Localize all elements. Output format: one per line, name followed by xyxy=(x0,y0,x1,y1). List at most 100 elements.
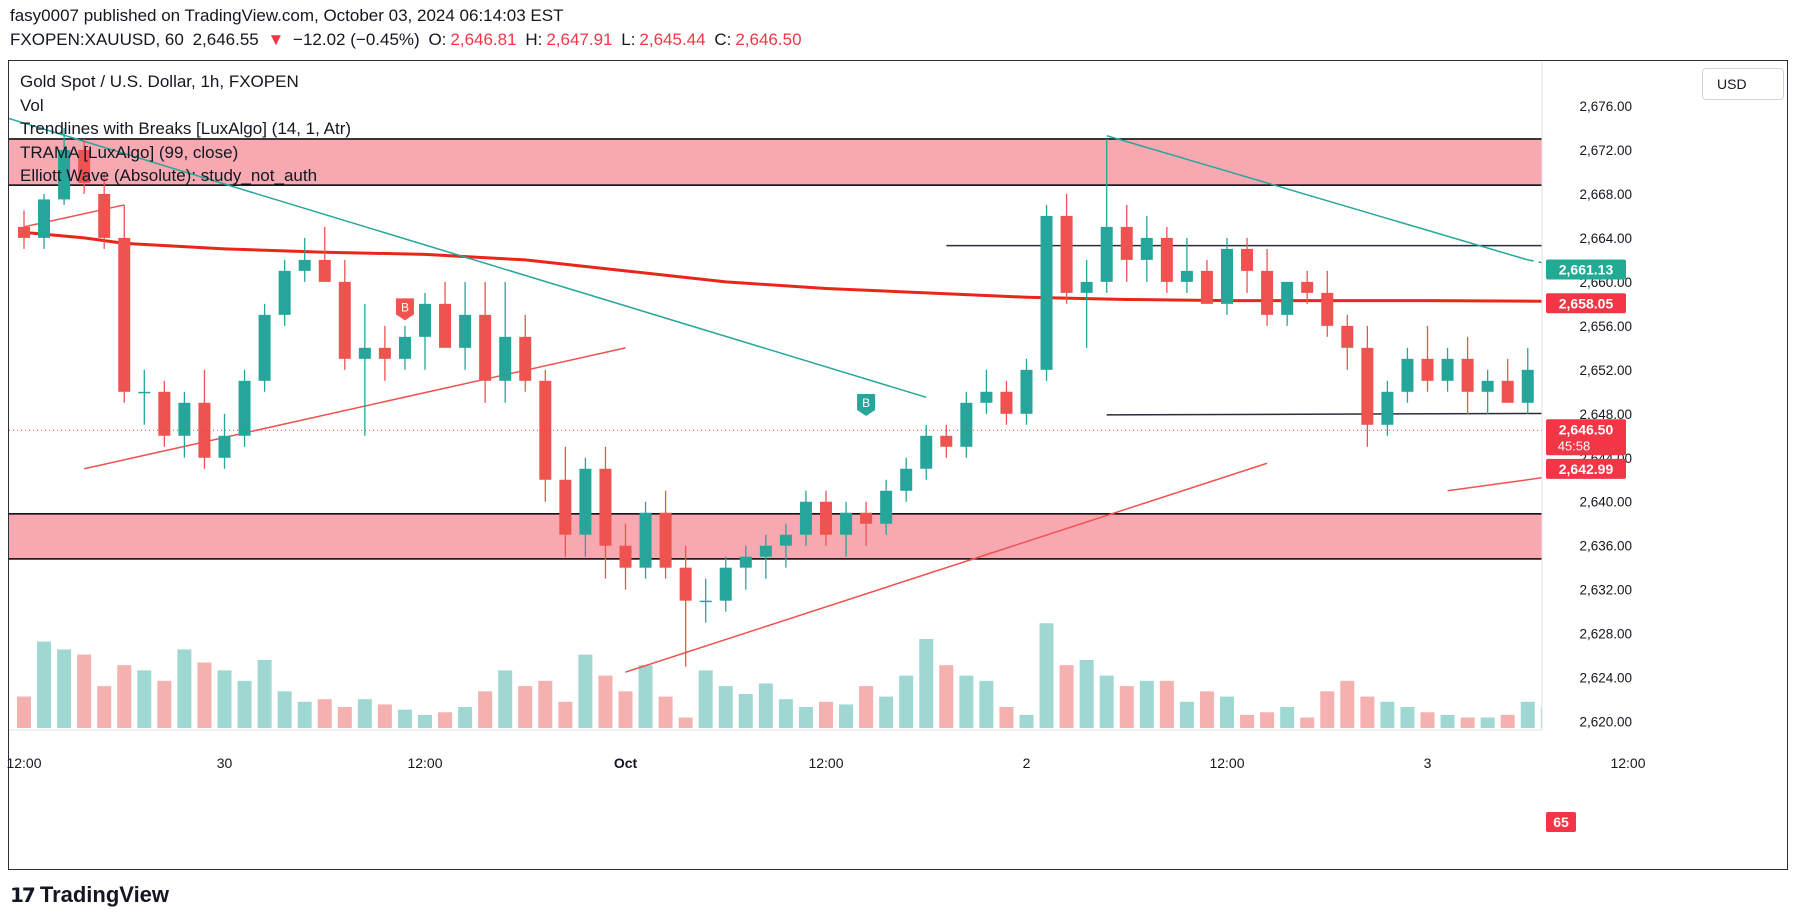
candle-body xyxy=(699,600,712,603)
trendline-up xyxy=(1447,477,1542,492)
volume-bar xyxy=(458,707,473,728)
volume-bar xyxy=(1280,707,1295,728)
volume-bar xyxy=(237,680,252,728)
volume-bar xyxy=(317,699,332,728)
y-tick-label: 2,640.00 xyxy=(1579,495,1632,510)
candle-body xyxy=(278,270,291,315)
y-tick-label: 2,672.00 xyxy=(1579,143,1632,158)
candle-body xyxy=(619,545,632,568)
candle-body xyxy=(178,402,191,436)
volume-bar xyxy=(899,675,914,728)
candle-body xyxy=(1662,326,1674,359)
volume-axis-label xyxy=(1546,812,1576,832)
volume-bar xyxy=(558,701,573,728)
volume-bar xyxy=(1079,659,1094,728)
ohlc-header: FXOPEN:XAUUSD, 60 2,646.55 ▼ −12.02 (−0.… xyxy=(10,30,806,50)
publish-info: fasy0007 published on TradingView.com, O… xyxy=(10,6,564,25)
volume-bar xyxy=(1340,680,1355,728)
candle-body xyxy=(579,468,592,535)
volume-bar xyxy=(337,707,352,728)
volume-bar xyxy=(999,707,1014,728)
x-tick-label: 30 xyxy=(217,755,233,771)
candle-body xyxy=(739,556,752,568)
candle-body xyxy=(559,479,572,535)
legend-symbol[interactable]: Gold Spot / U.S. Dollar, 1h, FXOPEN xyxy=(20,72,299,91)
x-tick-label: 12:00 xyxy=(6,755,41,771)
volume-bar xyxy=(1260,712,1275,728)
candle-body xyxy=(1481,380,1494,392)
candle-body xyxy=(719,567,732,601)
volume-bar xyxy=(277,691,292,728)
volume-bar xyxy=(738,693,753,728)
supply-demand-zone xyxy=(9,513,1542,560)
volume-bar xyxy=(1220,696,1234,728)
volume-bar xyxy=(1159,680,1174,728)
volume-bar xyxy=(1561,718,1575,728)
volume-bar xyxy=(678,717,693,728)
volume-bar xyxy=(1661,686,1675,728)
trendline-down xyxy=(1106,134,1528,261)
candle-body xyxy=(599,468,612,546)
legend-trama[interactable]: TRAMA [LuxAlgo] (99, close) xyxy=(20,142,239,162)
support-resistance xyxy=(1106,412,1542,416)
legend-elliott[interactable]: Elliott Wave (Absolute): study_not_auth xyxy=(20,166,318,185)
candle-body xyxy=(820,501,832,535)
break-marker xyxy=(395,298,414,321)
volume-bar xyxy=(1500,714,1515,728)
high-label: H: xyxy=(525,30,543,49)
volume-bar xyxy=(397,709,412,728)
volume-bar xyxy=(1019,714,1034,728)
volume-bar xyxy=(578,654,593,728)
candle-body xyxy=(138,391,151,394)
indicator-legend: Gold Spot / U.S. Dollar, 1h, FXOPEN Vol … xyxy=(20,70,351,188)
candle-body xyxy=(980,391,993,403)
volume-bar xyxy=(1520,701,1535,728)
candle-body xyxy=(1100,226,1113,282)
close-value: 2,646.50 xyxy=(735,30,802,49)
legend-volume[interactable]: Vol xyxy=(20,95,44,115)
price-axis-label-text: 2,646.50 xyxy=(1559,421,1614,437)
volume-bar xyxy=(1360,696,1375,728)
x-tick-label: 12:00 xyxy=(1610,755,1645,771)
candle-body xyxy=(218,435,231,458)
candle-body xyxy=(799,501,812,535)
volume-bar xyxy=(859,686,874,728)
trendline-down xyxy=(9,117,927,399)
tradingview-logo[interactable]: 𝟭𝟳 TradingView xyxy=(10,882,169,908)
volume-bar xyxy=(177,649,192,728)
volume-bar xyxy=(37,641,52,728)
candle-body xyxy=(1120,226,1133,260)
volume-bar xyxy=(137,670,152,728)
volume-bar xyxy=(618,691,633,728)
open-value: 2,646.81 xyxy=(450,30,517,49)
chart-frame xyxy=(8,60,1788,870)
volume-bar xyxy=(77,654,92,728)
volume-bar xyxy=(97,686,112,728)
symbol-label: FXOPEN:XAUUSD, 60 xyxy=(10,30,184,49)
candle-body xyxy=(759,545,772,557)
price-axis-label xyxy=(1546,293,1626,314)
y-tick-label: 2,656.00 xyxy=(1579,319,1632,334)
candle-body xyxy=(459,314,472,348)
x-tick-label: 12:00 xyxy=(808,755,843,771)
candle-body xyxy=(1461,358,1474,392)
candle-body xyxy=(1301,281,1314,293)
volume-bar xyxy=(1179,701,1194,728)
volume-bar xyxy=(718,686,733,728)
price-axis-label xyxy=(1546,259,1626,280)
break-marker-label: B xyxy=(401,300,409,314)
candle-body xyxy=(439,303,452,348)
candle-body xyxy=(1160,237,1173,282)
candle-body xyxy=(198,402,211,458)
volume-bar xyxy=(57,649,72,728)
y-tick-label: 2,648.00 xyxy=(1579,407,1632,422)
legend-trendlines[interactable]: Trendlines with Breaks [LuxAlgo] (14, 1,… xyxy=(20,119,352,138)
volume-bar xyxy=(1701,707,1715,728)
candle-body xyxy=(398,336,411,359)
y-tick-label: 2,676.00 xyxy=(1579,99,1632,114)
candle-body xyxy=(1221,248,1233,304)
candle-body xyxy=(378,347,391,359)
currency-selector[interactable]: USD xyxy=(1702,68,1784,100)
candle-body xyxy=(58,149,71,200)
